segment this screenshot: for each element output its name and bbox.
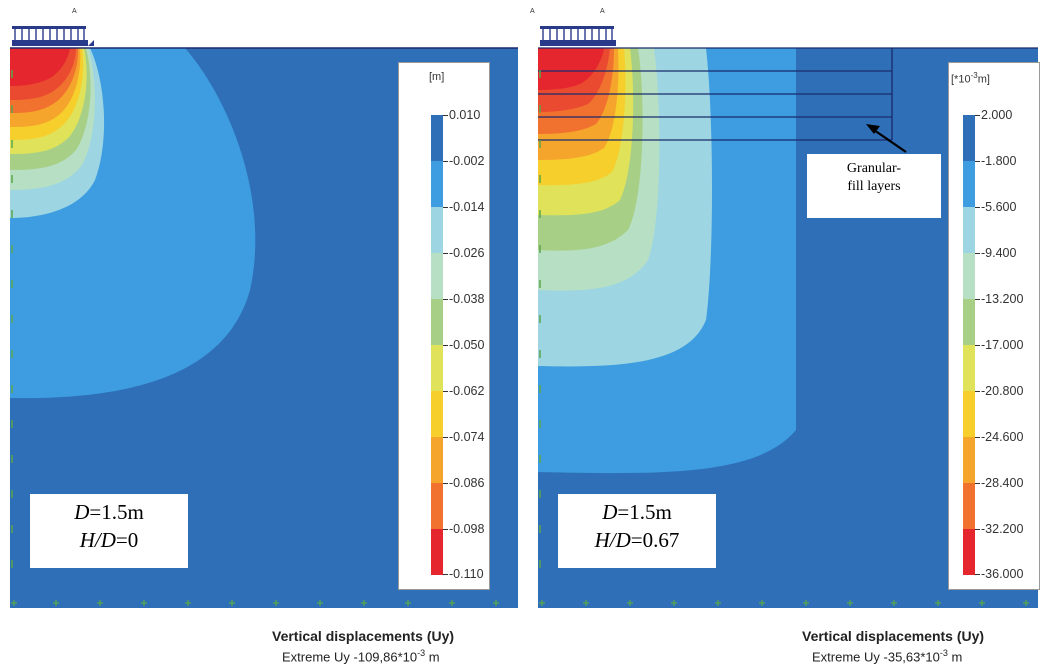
legend-label: -13.200: [981, 292, 1024, 306]
legend-label: -32.200: [981, 522, 1024, 536]
legend-label: -1.800: [981, 154, 1017, 168]
legend-label: -0.074: [449, 430, 485, 444]
case-line1-rest: =1.5m: [617, 500, 672, 524]
footing-point-label: A: [530, 8, 535, 15]
contour-band-10: [10, 48, 70, 86]
legend-label: -17.000: [981, 338, 1024, 352]
right-panel: A A Granular- fill layers [*10-3m] 2.000…: [528, 0, 1041, 669]
left-panel: A [m] 0.010 -0.002 -0.014 -0.026 -0.038 …: [0, 0, 520, 669]
legend-label: -20.800: [981, 384, 1024, 398]
footing-load-icon: [12, 26, 94, 46]
legend-label: -0.038: [449, 292, 485, 306]
footing-load-icon: [540, 26, 616, 46]
legend-label: -0.110: [449, 567, 484, 581]
bottom-boundary-fixities: [539, 600, 1029, 606]
legend-label: -0.014: [449, 200, 485, 214]
legend-label: 2.000: [981, 108, 1013, 122]
legend-color-bar: [963, 115, 975, 575]
legend-label: -0.026: [449, 246, 485, 260]
left-case-label: D=1.5m H/D=0: [30, 494, 188, 568]
bottom-boundary-fixities: [11, 600, 499, 606]
left-color-legend: [m] 0.010 -0.002 -0.014 -0.026 -0.038 -0…: [398, 62, 490, 590]
legend-label: -24.600: [981, 430, 1024, 444]
right-color-legend: [*10-3m] 2.000 -1.800 -5.600 -9.400 -13.…: [948, 62, 1040, 590]
case-line1-rest: =1.5m: [89, 500, 144, 524]
legend-label: -0.086: [449, 476, 485, 490]
legend-unit: [m]: [429, 71, 445, 83]
legend-color-bar: [431, 115, 443, 575]
legend-label: -0.002: [449, 154, 485, 168]
footing-point-label: A: [72, 8, 77, 15]
legend-label: -9.400: [981, 246, 1017, 260]
legend-label: -5.600: [981, 200, 1017, 214]
plot-title: Vertical displacements (Uy): [272, 628, 455, 644]
legend-label: -36.000: [981, 567, 1024, 581]
legend-label: 0.010: [449, 108, 481, 122]
granular-fill-annotation: Granular- fill layers: [807, 154, 941, 218]
granular-fill-layers: [538, 47, 1038, 141]
case-line2-rest: =0.67: [630, 528, 680, 552]
extreme-value: Extreme Uy -35,63*10-3 m: [812, 648, 963, 665]
legend-unit: [*10-3m]: [951, 71, 990, 86]
legend-label: -0.098: [449, 522, 485, 536]
extreme-value: Extreme Uy -109,86*10-3 m: [282, 648, 440, 665]
plot-title: Vertical displacements (Uy): [802, 628, 985, 644]
right-case-label: D=1.5m H/D=0.67: [558, 494, 716, 568]
footing-point-label: A: [600, 8, 605, 15]
case-line2-rest: =0: [115, 528, 139, 552]
contour-band-10: [538, 48, 604, 90]
legend-label: -0.062: [449, 384, 485, 398]
annotation-arrow: [866, 124, 907, 153]
legend-label: -28.400: [981, 476, 1024, 490]
legend-label: -0.050: [449, 338, 485, 352]
